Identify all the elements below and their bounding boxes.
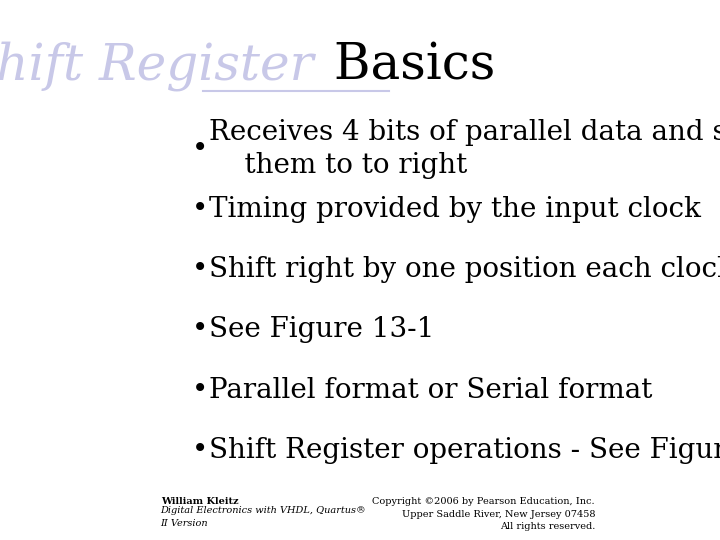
- Text: Parallel format or Serial format: Parallel format or Serial format: [210, 376, 653, 403]
- Text: Copyright ©2006 by Pearson Education, Inc.
Upper Saddle River, New Jersey 07458
: Copyright ©2006 by Pearson Education, In…: [372, 497, 595, 531]
- Text: •: •: [192, 196, 208, 223]
- Text: Shift right by one position each clock pulse: Shift right by one position each clock p…: [210, 256, 720, 283]
- Text: Timing provided by the input clock: Timing provided by the input clock: [210, 196, 701, 223]
- Text: •: •: [192, 437, 208, 464]
- Text: Digital Electronics with VHDL, Quartus®
II Version: Digital Electronics with VHDL, Quartus® …: [161, 506, 366, 528]
- Text: •: •: [192, 376, 208, 403]
- Text: •: •: [192, 316, 208, 343]
- Text: Shift Register: Shift Register: [0, 40, 314, 91]
- Text: Receives 4 bits of parallel data and shifts
    them to to right: Receives 4 bits of parallel data and shi…: [210, 119, 720, 179]
- Text: Basics: Basics: [318, 41, 495, 90]
- Text: •: •: [192, 256, 208, 283]
- Text: •: •: [192, 136, 208, 163]
- Text: See Figure 13-1: See Figure 13-1: [210, 316, 435, 343]
- Text: William Kleitz: William Kleitz: [161, 497, 238, 507]
- Text: Shift Register operations - See Figure 13-2: Shift Register operations - See Figure 1…: [210, 437, 720, 464]
